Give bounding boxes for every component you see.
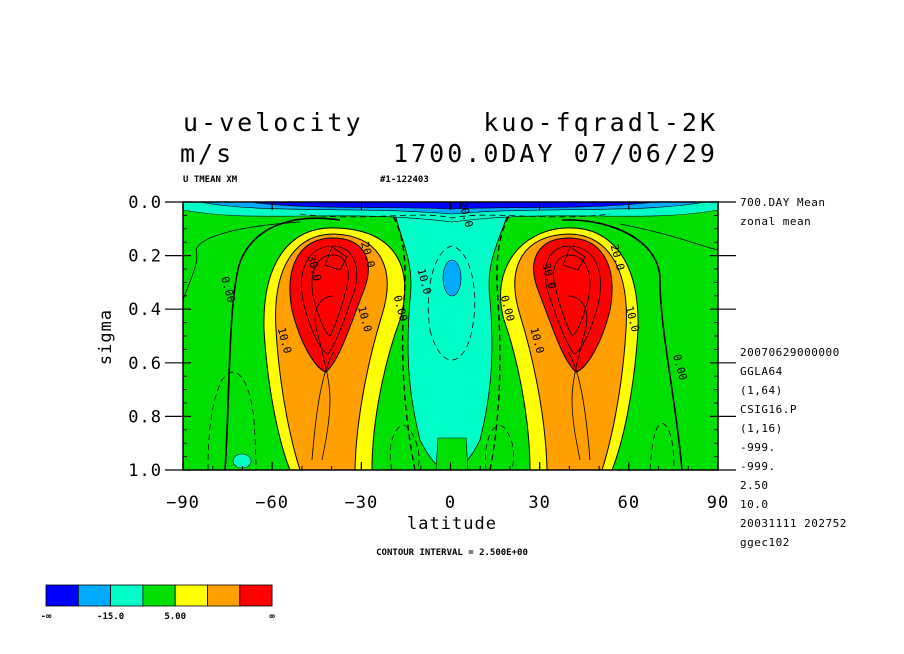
units-label: m/s [180,139,234,168]
info-line: zonal mean [740,215,811,228]
colorbar-swatch [142,584,176,607]
colorbar-swatch [110,584,144,607]
info-line: 10.0 [740,498,769,511]
cyan-patch-south [232,453,252,469]
info-line: 20070629000000 [740,346,840,359]
info-line: -999. [740,441,776,454]
y-tick-label: 0.6 [128,354,162,374]
contour-interval-label: CONTOUR INTERVAL = 2.500E+00 [376,548,528,558]
x-tick-label: 60 [618,493,640,513]
southern-jet [263,227,406,470]
colorbar-swatch [239,584,273,607]
info-line: CSIG16.P [740,403,797,416]
experiment-name: kuo-fqradl-2K [483,108,718,137]
colorbar-label: -15.0 [97,612,124,622]
y-tick-label: 1.0 [128,461,162,481]
info-line: 20031111 202752 [740,517,847,530]
cyan-patch-equator [442,259,462,297]
info-line: (1,64) [740,384,783,397]
y-tick-label: 0.0 [128,193,162,213]
teal-region [391,202,513,470]
contour-lines [183,213,718,470]
green-patch-equator [435,437,469,470]
colorbar-label: 5.00 [164,612,186,622]
x-axis-label: latitude [407,514,497,534]
colorbar-label: -∞ [41,612,52,622]
x-tick-label: 30 [528,493,550,513]
colorbar-swatch [174,584,208,607]
date-label: 1700.0DAY 07/06/29 [393,139,718,168]
info-line: ggec102 [740,536,790,549]
northern-jet [500,227,639,470]
run-info: 700.DAY Mean zonal mean 20070629000000 GGLA… [740,196,847,549]
x-tick-label: −90 [166,493,200,513]
field-descriptor: U TMEAN XM [183,175,238,185]
easterly-region-blue [249,202,656,210]
y-tick-label: 0.8 [128,407,162,427]
run-id: #1-122403 [380,175,429,185]
colorbar: -∞ -15.0 5.00 ∞ [41,584,275,622]
x-tick-label: −60 [255,493,289,513]
y-axis-label: sigma [96,309,116,365]
info-line: 700.DAY Mean [740,196,825,209]
x-tick-label: 90 [707,493,729,513]
info-line: GGLA64 [740,365,783,378]
axes: −90 −60 −30 0 30 60 90 0.0 0.2 0.4 0.6 0.8 1.0 [128,193,736,513]
colorbar-swatch [77,584,112,607]
x-tick-label: 0 [445,493,456,513]
colorbar-label: ∞ [269,612,275,622]
info-line: -999. [740,460,776,473]
y-tick-label: 0.2 [128,247,162,267]
info-line: 2.50 [740,479,769,492]
x-tick-label: −30 [344,493,378,513]
y-tick-label: 0.4 [128,300,162,320]
colorbar-swatch [207,584,241,607]
contour-field [183,202,718,470]
info-line: (1,16) [740,422,783,435]
chart-title: u-velocity [183,108,364,137]
colorbar-swatch [45,584,79,607]
